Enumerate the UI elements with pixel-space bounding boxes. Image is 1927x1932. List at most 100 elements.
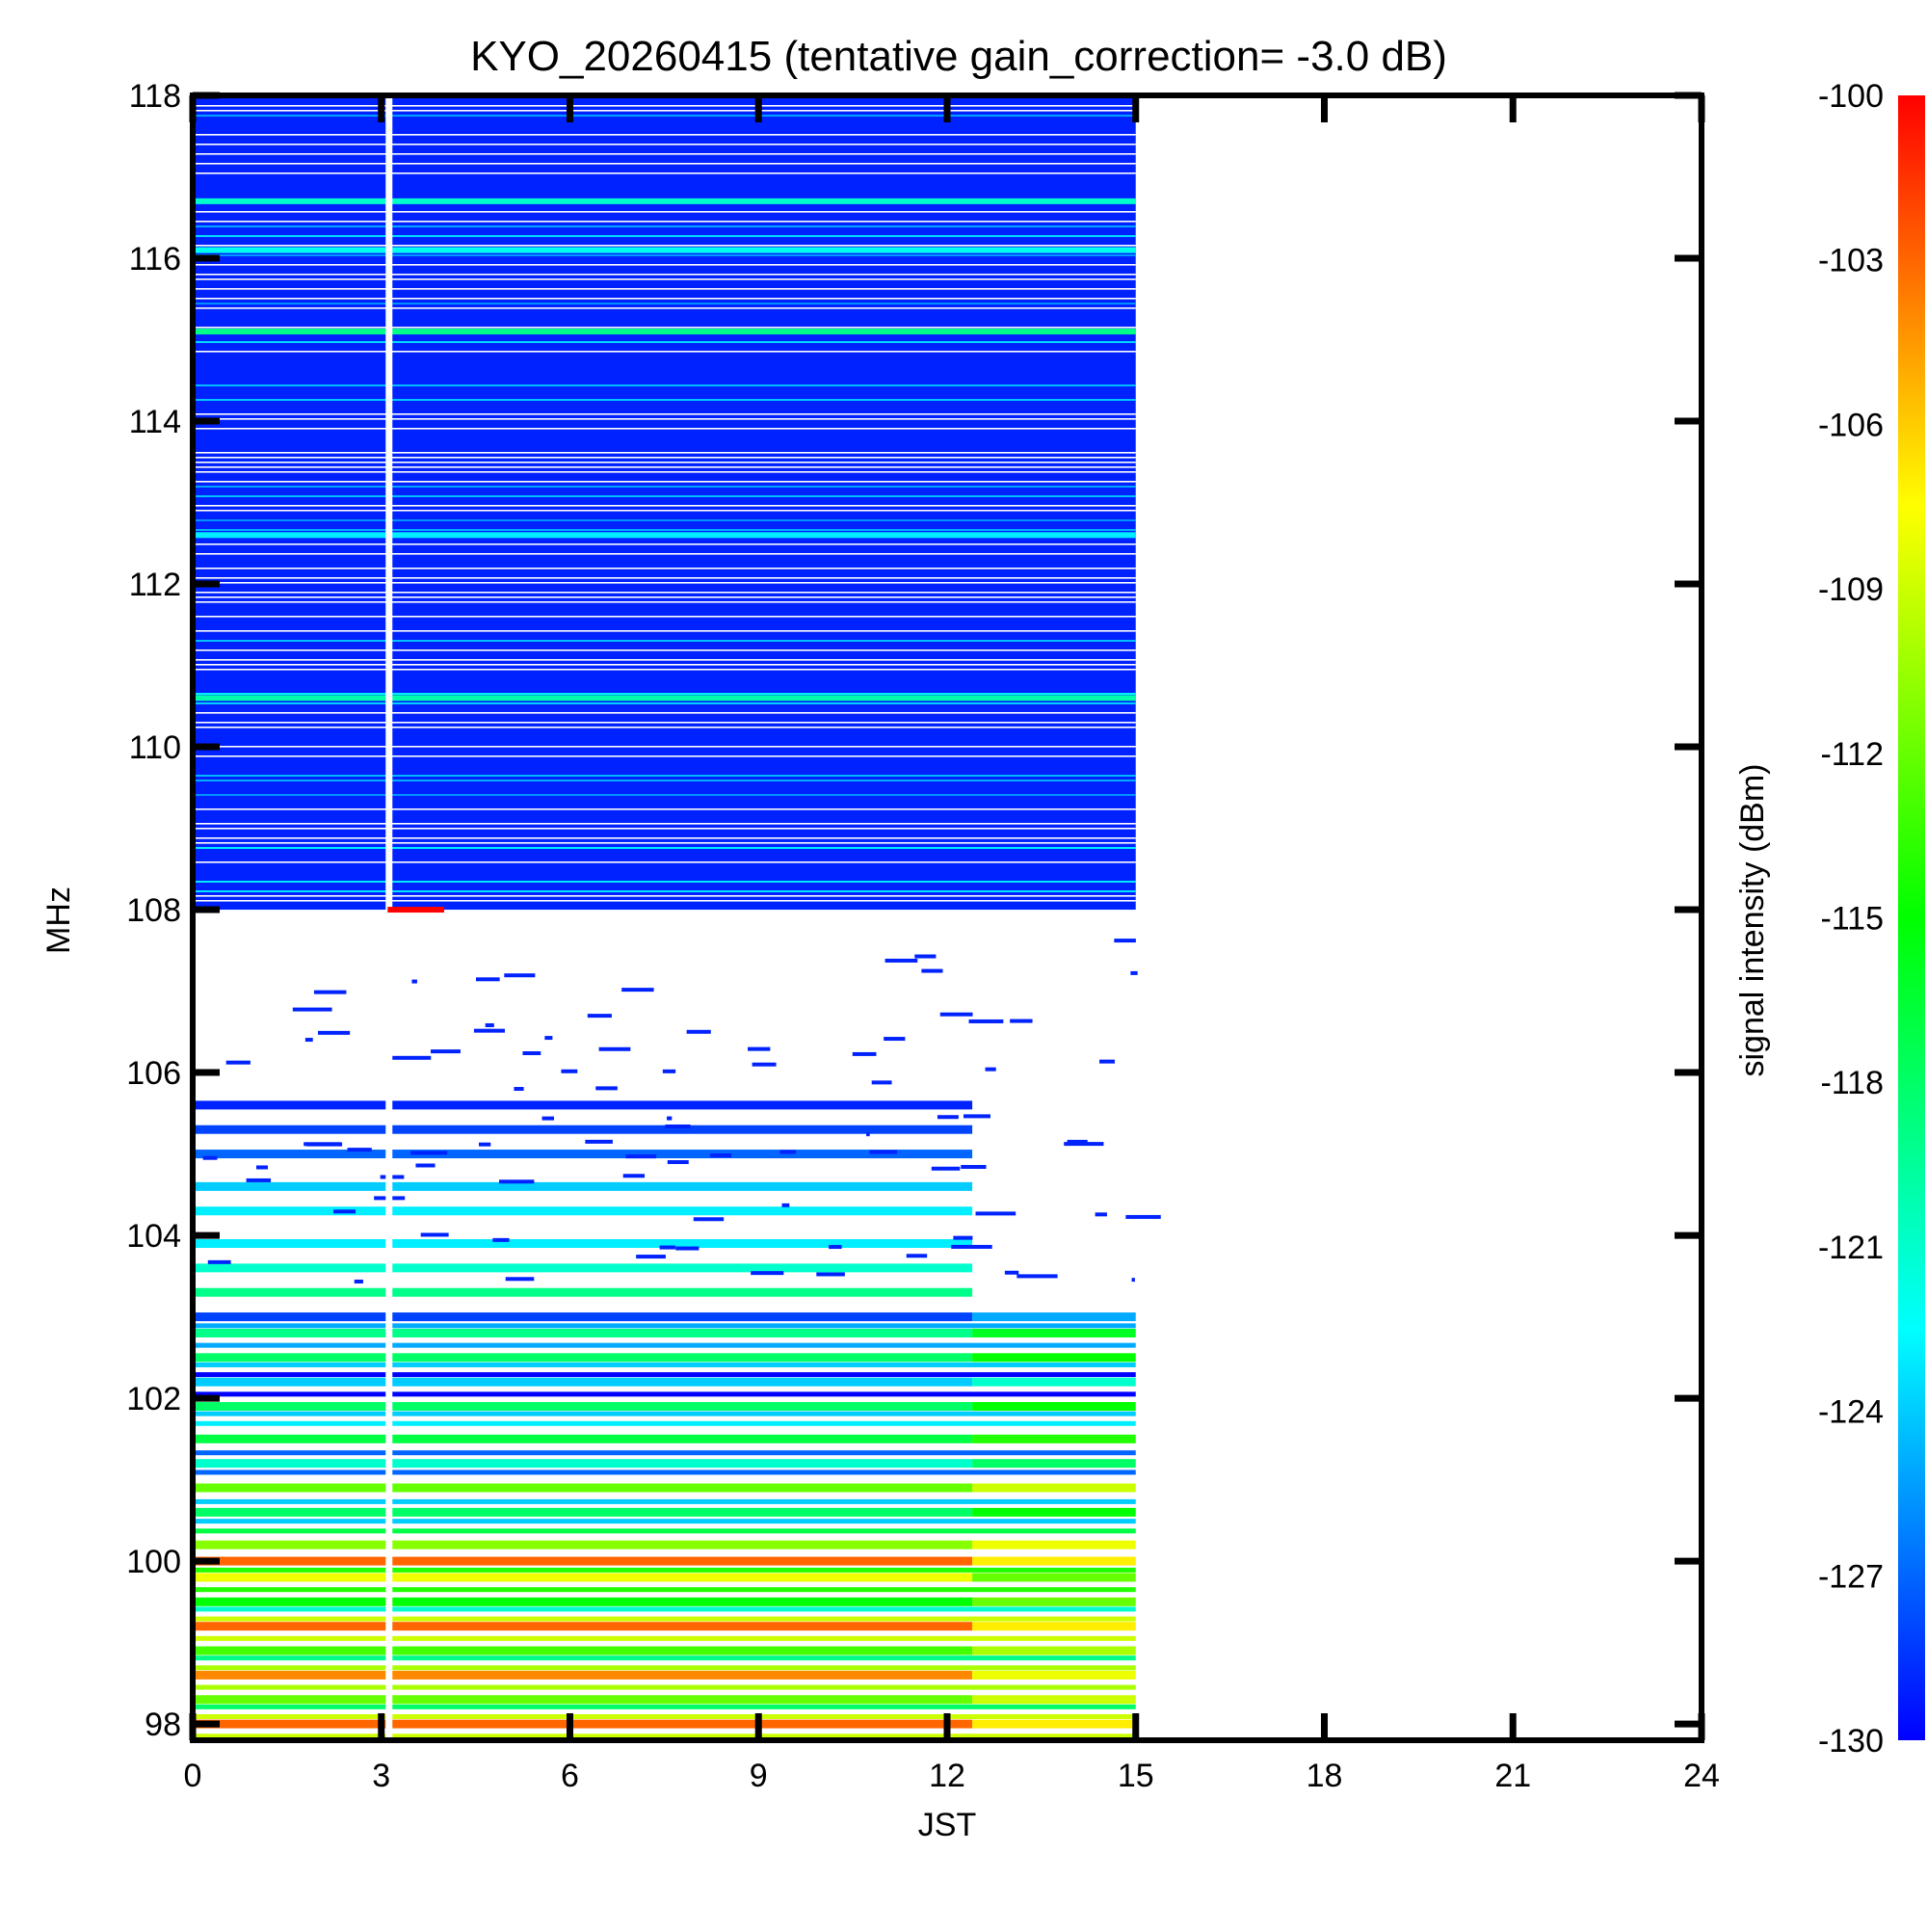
fm-fill-row [193,1616,1136,1622]
x-tick-label: 6 [561,1758,579,1794]
fm-station-band-late [972,1556,1136,1566]
fm-speckle [961,1165,987,1170]
aviation-noise-gap [193,481,1136,483]
fm-station-band-late [972,1377,1136,1387]
fm-speckle [752,1062,777,1067]
fm-station-band-late [972,1695,1136,1705]
fm-fill-row [193,1587,1136,1593]
aviation-noise-gap [193,664,1136,666]
aviation-noise-gap [193,553,1136,555]
aviation-noise-gap [193,110,1136,112]
fm-speckle [561,1069,578,1073]
aviation-noise-row [193,341,1136,343]
fm-speckle [659,1245,675,1250]
y-tick-label: 112 [129,567,181,603]
aviation-noise-gap [193,669,1136,671]
fm-station-band [193,1402,973,1412]
fm-speckle [225,1060,251,1065]
fm-station-band [193,1263,973,1273]
aviation-noise-gap [193,264,1136,266]
data-gap-column [385,95,393,1740]
fm-speckle [420,1232,449,1237]
fm-speckle [522,1050,541,1055]
x-tick-label: 3 [372,1758,390,1794]
aviation-noise-gap [193,134,1136,136]
aviation-noise-row [193,519,1136,521]
fm-speckle [411,979,417,984]
aviation-noise-gap [193,327,1136,329]
fm-station-band-late [972,1719,1136,1729]
fm-speckle [505,1277,535,1282]
fm-speckle [598,1046,631,1051]
aviation-noise-gap [193,577,1136,579]
fm-station-band-late [972,1540,1136,1549]
fm-speckle [1131,1278,1135,1283]
aviation-noise-gap [193,582,1136,584]
aviation-noise-row [193,640,1136,642]
aviation-noise-gap [193,510,1136,512]
fm-speckle [633,1103,653,1108]
fm-speckle [1114,939,1136,943]
aviation-noise-gap [193,505,1136,507]
fm-station-band-late [972,1507,1136,1517]
fm-station-band [193,1181,973,1191]
aviation-noise-row [193,794,1136,796]
fm-speckle [473,1028,505,1033]
fm-station-band-late [972,1459,1136,1469]
fm-station-band [193,1670,973,1680]
fm-speckle [1067,1139,1088,1144]
fm-speckle [937,1115,959,1120]
x-axis-label: JST [918,1807,976,1843]
aviation-noise-gap [193,163,1136,165]
aviation-noise-gap [193,457,1136,459]
fm-station-band-late [972,1434,1136,1443]
fm-fill-row [193,1519,1136,1524]
y-tick-label: 98 [145,1707,181,1743]
fm-speckle [256,1165,269,1170]
aviation-noise-gap [193,755,1136,757]
fm-fill-row [193,1635,1136,1641]
colorbar-tick-label: -127 [1818,1558,1884,1595]
fm-speckle [207,1259,231,1264]
x-tick-label: 9 [750,1758,768,1794]
y-axis-label: MHz [40,887,77,954]
aviation-noise-gap [193,616,1136,618]
aviation-noise-gap [193,418,1136,420]
fm-speckle [869,1150,898,1154]
fm-speckle [1095,1212,1107,1217]
fm-station-band [193,1540,973,1549]
fm-speckle [492,1237,510,1242]
aviation-noise-gap [193,452,1136,454]
fm-fill-row [193,1734,1136,1739]
fm-station-band [193,1695,973,1705]
fm-speckle [202,1155,218,1160]
y-tick-label: 116 [129,241,181,278]
y-tick-label: 108 [126,892,181,929]
persistent-line [193,695,1136,701]
y-tick-label: 106 [126,1055,181,1092]
aviation-noise-gap [193,746,1136,748]
aviation-noise-gap [193,808,1136,810]
fm-speckle [914,954,937,959]
aviation-noise-gap [193,351,1136,353]
persistent-line [193,329,1136,335]
y-tick-label: 118 [129,78,181,115]
aviation-noise-gap [193,712,1136,714]
fm-speckle [292,1007,332,1012]
fm-speckle [587,1014,612,1019]
fm-speckle [415,1163,436,1168]
colorbar-tick-label: -109 [1818,571,1884,608]
fm-speckle [1099,1059,1115,1064]
fm-station-band-late [972,1573,1136,1582]
aviation-noise-gap [193,630,1136,632]
fm-speckle [585,1139,613,1144]
fm-speckle [304,1142,342,1147]
colorbar-tick-label: -130 [1818,1723,1884,1760]
aviation-noise-gap [193,172,1136,174]
fm-speckle [622,1174,646,1178]
fm-speckle [318,1030,351,1035]
aviation-noise-gap [193,428,1136,430]
fm-speckle [621,988,654,992]
aviation-noise-gap [193,649,1136,651]
aviation-noise-gap [193,278,1136,280]
